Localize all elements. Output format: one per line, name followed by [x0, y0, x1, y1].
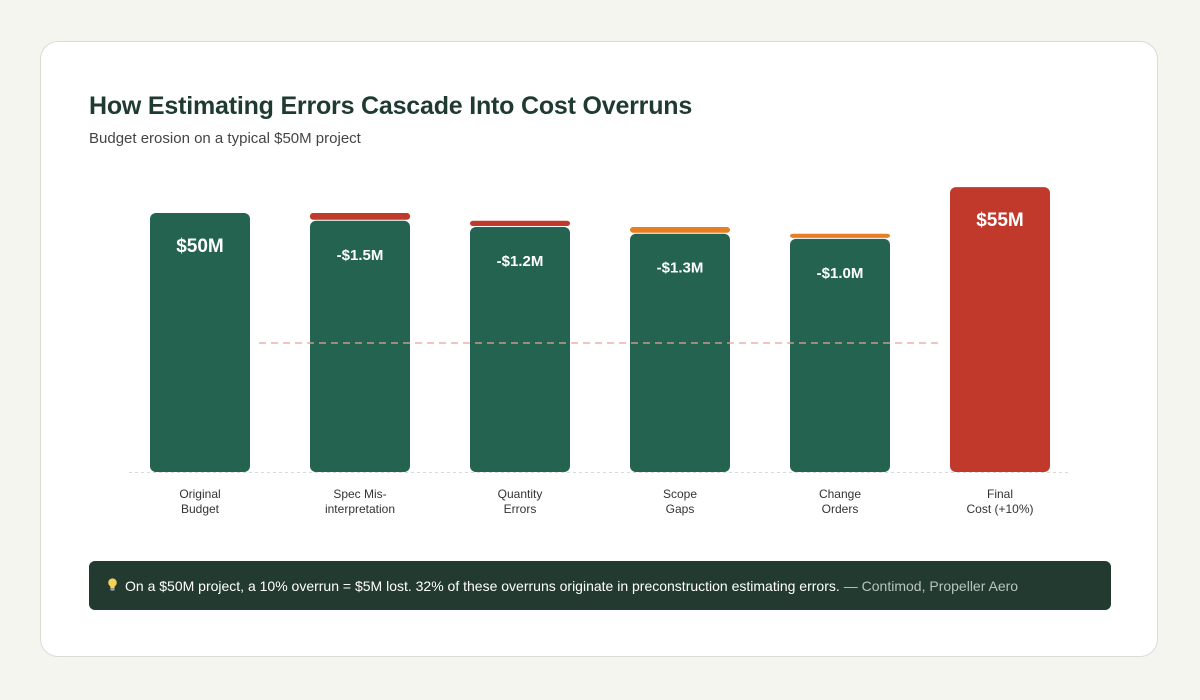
category-label-line: Spec Mis- — [333, 487, 386, 501]
bar-3 — [630, 233, 730, 472]
insight-source: — Contimod, Propeller Aero — [843, 577, 1019, 594]
erosion-segment-4 — [790, 233, 890, 238]
bar-1 — [310, 220, 410, 472]
category-label-line: Cost (+10%) — [966, 502, 1033, 516]
lightbulb-icon — [108, 578, 117, 591]
erosion-segment-3 — [630, 226, 730, 233]
category-label-3: Scope Gaps — [663, 487, 697, 516]
category-label-line: Errors — [504, 502, 537, 516]
data-label-0: $50M — [176, 236, 224, 257]
insight-banner: On a $50M project, a 10% overrun = $5M l… — [89, 561, 1111, 610]
category-label-line: Budget — [181, 502, 220, 516]
category-label-line: Change — [819, 487, 861, 501]
bar-0 — [150, 213, 250, 472]
bar-5 — [950, 187, 1050, 472]
chart-subtitle: Budget erosion on a typical $50M project — [89, 130, 361, 147]
bar-2 — [470, 226, 570, 472]
category-label-2: Quantity Errors — [498, 487, 543, 516]
data-label-5: $55M — [976, 210, 1024, 231]
category-label-5: Final Cost (+10%) — [966, 487, 1033, 516]
chart-card: How Estimating Errors Cascade Into Cost … — [40, 41, 1158, 657]
data-label-4: -$1.0M — [817, 265, 864, 282]
chart-title: How Estimating Errors Cascade Into Cost … — [89, 92, 693, 120]
erosion-segment-1 — [310, 213, 410, 220]
waterfall-chart: $50M Original Budget -$1.5M Spec Mis-interpr… — [129, 187, 1071, 516]
category-label-line: Orders — [822, 502, 859, 516]
data-label-2: -$1.2M — [497, 253, 544, 270]
erosion-segment-2 — [470, 220, 570, 226]
category-label-line: Quantity — [498, 487, 543, 501]
data-label-1: -$1.5M — [337, 247, 384, 264]
category-label-line: Original — [179, 487, 220, 501]
category-label-1: Spec Mis-interpretation — [325, 487, 395, 516]
category-label-line: Scope — [663, 487, 697, 501]
data-label-3: -$1.3M — [657, 260, 704, 277]
category-label-4: Change Orders — [819, 487, 861, 516]
category-label-0: Original Budget — [179, 487, 220, 516]
insight-text: On a $50M project, a 10% overrun = $5M l… — [125, 577, 840, 594]
category-label-line: Final — [987, 487, 1013, 501]
category-label-line: interpretation — [325, 502, 395, 516]
category-label-line: Gaps — [666, 502, 695, 516]
bar-4 — [790, 238, 890, 472]
